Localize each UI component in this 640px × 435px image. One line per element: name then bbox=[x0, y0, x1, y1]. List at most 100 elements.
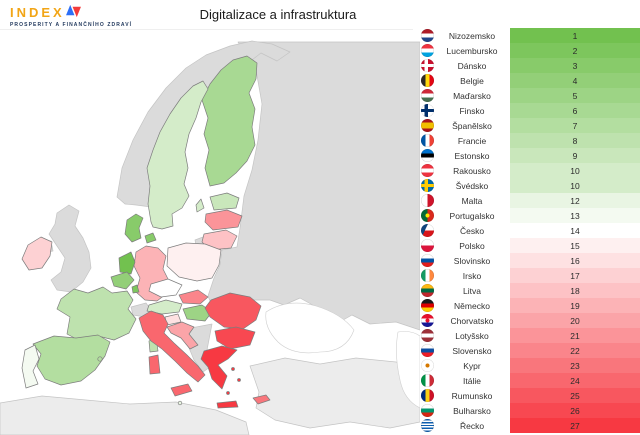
country-name: Finsko bbox=[459, 105, 485, 116]
ranking-row: Slovinsko 16 bbox=[415, 253, 640, 268]
rank-bar: 22 bbox=[510, 343, 640, 358]
flag-ro-icon bbox=[421, 389, 434, 402]
flag-pt-icon bbox=[421, 209, 434, 222]
rank-value: 20 bbox=[570, 315, 580, 326]
map-country-bg bbox=[214, 326, 256, 350]
ranking-row: Maďarsko 5 bbox=[415, 88, 640, 103]
rank-bar: 21 bbox=[510, 328, 640, 343]
ranking-row: Lucembursko 2 bbox=[415, 43, 640, 58]
country-name: Slovensko bbox=[452, 345, 492, 356]
map-country-pt bbox=[21, 344, 40, 389]
rank-bar: 9 bbox=[510, 148, 640, 163]
map-region-north-africa bbox=[0, 395, 250, 435]
country-name: Lotyšsko bbox=[455, 330, 489, 341]
map-country-pl bbox=[166, 242, 222, 282]
flag-lv-icon bbox=[421, 329, 434, 342]
map-country-sk bbox=[178, 289, 209, 305]
rank-value: 7 bbox=[572, 120, 578, 131]
map-sea-caspian bbox=[396, 331, 420, 409]
country-name: Švédsko bbox=[455, 180, 489, 191]
rank-value: 21 bbox=[570, 330, 580, 341]
ranking-row: Bulharsko 26 bbox=[415, 403, 640, 418]
logo-arrow-icon bbox=[65, 4, 81, 18]
header-divider bbox=[0, 29, 413, 30]
rank-value: 6 bbox=[572, 105, 578, 116]
map-island-sicily bbox=[170, 383, 193, 397]
flag-de-icon bbox=[421, 299, 434, 312]
map-country-at bbox=[146, 299, 183, 315]
rank-bar: 2 bbox=[510, 43, 640, 58]
flag-nl-icon bbox=[421, 29, 434, 42]
rank-bar: 4 bbox=[510, 73, 640, 88]
country-name: Česko bbox=[459, 225, 485, 236]
rank-bar: 18 bbox=[510, 283, 640, 298]
map-region-turkey bbox=[249, 357, 420, 429]
rank-bar: 14 bbox=[510, 223, 640, 238]
country-name: Rakousko bbox=[453, 165, 491, 176]
country-name: Francie bbox=[457, 135, 487, 146]
rank-bar: 15 bbox=[510, 238, 640, 253]
map-island-sardinia bbox=[148, 354, 161, 375]
rank-bar: 24 bbox=[510, 373, 640, 388]
ranking-row: Polsko 15 bbox=[415, 238, 640, 253]
map-country-nl bbox=[118, 251, 136, 275]
flag-se-icon bbox=[421, 179, 434, 192]
ranking-row: Malta 12 bbox=[415, 193, 640, 208]
rank-bar: 10 bbox=[510, 163, 640, 178]
ranking-row: Nizozemsko 1 bbox=[415, 28, 640, 43]
rank-value: 23 bbox=[570, 360, 580, 371]
flag-cz-icon bbox=[421, 224, 434, 237]
flag-gr-icon bbox=[421, 419, 434, 432]
ranking-row: Rumunsko 25 bbox=[415, 388, 640, 403]
rank-value: 14 bbox=[570, 225, 580, 236]
country-name: Itálie bbox=[463, 375, 481, 386]
map-country-fi bbox=[201, 55, 258, 187]
country-name: Polsko bbox=[459, 240, 485, 251]
page-title: Digitalizace a infrastruktura bbox=[199, 7, 357, 22]
index-logo: INDEX PROSPERITY A FINANČNÍHO ZDRAVÍ bbox=[10, 4, 132, 28]
country-name: Belgie bbox=[460, 75, 484, 86]
rank-value: 17 bbox=[570, 270, 580, 281]
flag-mt-icon bbox=[421, 194, 434, 207]
map-country-lt bbox=[201, 229, 238, 251]
country-name: Kypr bbox=[463, 360, 481, 371]
ranking-row: Dánsko 3 bbox=[415, 58, 640, 73]
country-name: Irsko bbox=[462, 270, 482, 281]
map-country-dk bbox=[124, 213, 144, 243]
map-island-gotland bbox=[195, 198, 205, 213]
country-name: Bulharsko bbox=[453, 405, 491, 416]
country-name: Litva bbox=[463, 285, 481, 296]
rank-value: 15 bbox=[570, 240, 580, 251]
logo-index-text: INDEX bbox=[10, 5, 65, 20]
flag-pl-icon bbox=[421, 239, 434, 252]
map-country-se bbox=[146, 80, 209, 230]
ranking-row: Francie 8 bbox=[415, 133, 640, 148]
ranking-row: Chorvatsko 20 bbox=[415, 313, 640, 328]
rank-bar: 19 bbox=[510, 298, 640, 313]
ranking-row: Slovensko 22 bbox=[415, 343, 640, 358]
map-region-uk bbox=[48, 204, 92, 293]
map-country-gr bbox=[200, 345, 238, 390]
country-name: Španělsko bbox=[452, 120, 492, 131]
ranking-list: Nizozemsko 1 Lucembursko 2 Dánsko 3 Belg… bbox=[415, 28, 640, 433]
country-name: Chorvatsko bbox=[450, 315, 494, 326]
flag-at-icon bbox=[421, 164, 434, 177]
ranking-row: Lotyšsko 21 bbox=[415, 328, 640, 343]
country-name: Maďarsko bbox=[453, 90, 491, 101]
flag-ie-icon bbox=[421, 269, 434, 282]
country-name: Nizozemsko bbox=[448, 30, 496, 41]
map-country-it bbox=[138, 310, 206, 383]
ranking-row: Portugalsko 13 bbox=[415, 208, 640, 223]
rank-value: 3 bbox=[572, 60, 578, 71]
map-country-hu bbox=[182, 304, 213, 322]
map-island-crete bbox=[216, 400, 239, 409]
map-country-lv bbox=[204, 209, 243, 231]
rank-bar: 3 bbox=[510, 58, 640, 73]
country-name: Rumunsko bbox=[451, 390, 493, 401]
rank-value: 25 bbox=[570, 390, 580, 401]
rank-bar: 10 bbox=[510, 178, 640, 193]
map-country-cz bbox=[148, 278, 183, 298]
flag-hr-icon bbox=[421, 314, 434, 327]
flag-hu-icon bbox=[421, 89, 434, 102]
